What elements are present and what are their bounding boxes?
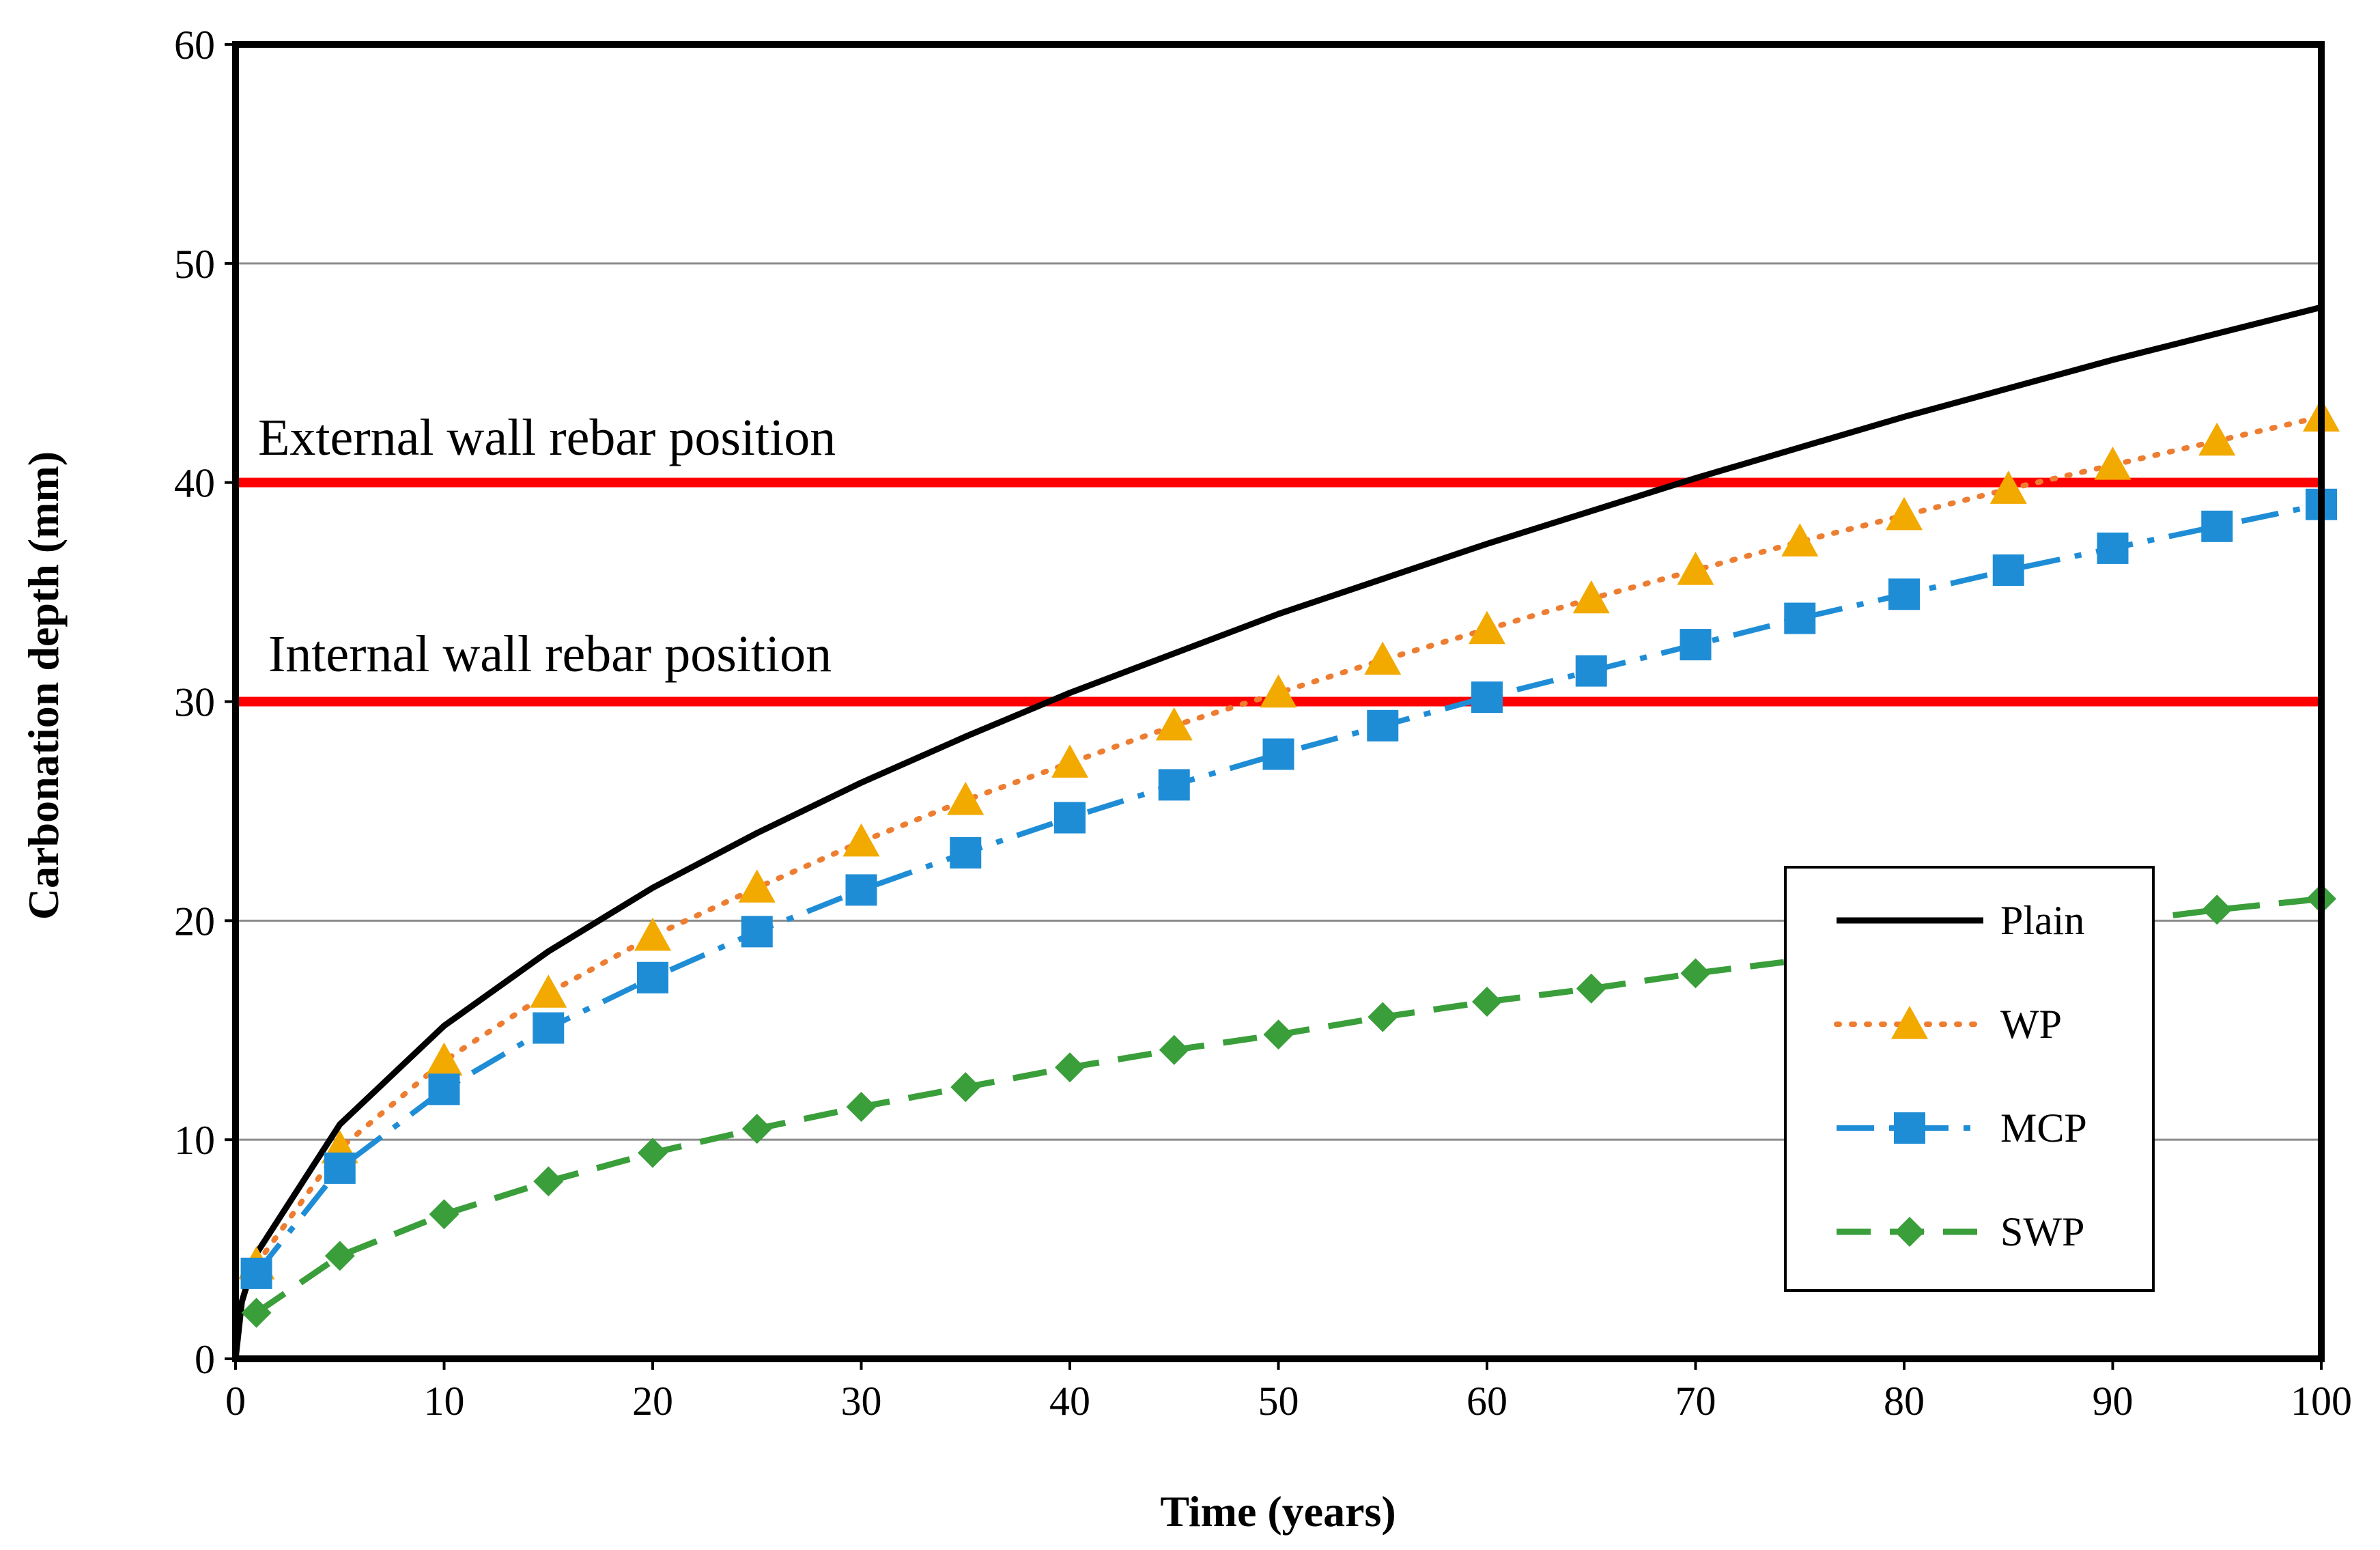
legend-marker-mcp (1894, 1112, 1925, 1144)
marker-wp-35 (947, 781, 984, 815)
marker-wp-70 (1677, 552, 1714, 585)
marker-swp-60 (1472, 987, 1502, 1017)
marker-swp-50 (1263, 1019, 1294, 1050)
marker-mcp-55 (1367, 709, 1399, 742)
x-tick-label-100: 100 (2291, 1379, 2352, 1424)
marker-mcp-50 (1262, 738, 1294, 770)
legend-samples (1834, 917, 1986, 1247)
marker-swp-70 (1680, 958, 1711, 989)
marker-mcp-35 (950, 836, 982, 869)
ref-label-internal: Internal wall rebar position (268, 625, 832, 683)
marker-wp-85 (1989, 470, 2027, 504)
marker-wp-15 (530, 974, 567, 1008)
axis-ticks: 0 10 20 30 40 50 60 70 80 90 100 0 10 20 30 40 50 60 (174, 23, 2352, 1424)
marker-swp-5 (324, 1241, 355, 1271)
marker-wp-55 (1364, 641, 1402, 675)
marker-wp-50 (1260, 674, 1297, 708)
x-tick-label-90: 90 (2093, 1379, 2134, 1424)
ref-label-external: External wall rebar position (258, 409, 836, 466)
x-tick-label-20: 20 (632, 1379, 673, 1424)
x-tick-label-70: 70 (1675, 1379, 1716, 1424)
y-tick-label-40: 40 (174, 461, 215, 506)
marker-wp-25 (738, 869, 776, 903)
marker-wp-30 (842, 823, 880, 857)
marker-swp-20 (638, 1138, 668, 1168)
marker-mcp-40 (1054, 802, 1086, 834)
marker-mcp-60 (1471, 681, 1503, 714)
marker-swp-65 (1576, 973, 1606, 1004)
x-tick-label-30: 30 (841, 1379, 882, 1424)
series-line-plain (232, 304, 2323, 1359)
marker-wp-80 (1886, 496, 1923, 531)
marker-mcp-1 (240, 1257, 272, 1289)
marker-mcp-10 (428, 1073, 460, 1105)
marker-swp-30 (846, 1092, 877, 1123)
x-tick-label-60: 60 (1467, 1379, 1507, 1424)
y-tick-label-0: 0 (195, 1337, 215, 1382)
marker-mcp-90 (2097, 532, 2129, 564)
marker-mcp-75 (1784, 602, 1816, 634)
marker-swp-35 (950, 1072, 981, 1103)
legend-marker-wp (1891, 1006, 1928, 1039)
legend-box (1784, 866, 2155, 1292)
marker-mcp-30 (845, 874, 877, 906)
legend-label-mcp: MCP (2000, 1105, 2087, 1151)
y-tick-label-30: 30 (174, 680, 215, 725)
marker-mcp-25 (741, 916, 773, 948)
marker-swp-1 (241, 1297, 272, 1328)
marker-wp-95 (2198, 422, 2236, 456)
marker-mcp-5 (324, 1152, 356, 1184)
legend-label-wp: WP (2000, 1002, 2062, 1047)
x-axis-title: Time (years) (1160, 1487, 1396, 1536)
marker-wp-75 (1781, 523, 1819, 556)
y-tick-label-60: 60 (174, 23, 215, 68)
marker-wp-10 (425, 1042, 463, 1076)
marker-wp-60 (1469, 610, 1505, 645)
marker-wp-90 (2094, 447, 2131, 480)
marker-mcp-95 (2201, 510, 2233, 542)
marker-swp-40 (1055, 1052, 1085, 1083)
marker-mcp-85 (1992, 554, 2024, 586)
marker-wp-65 (1572, 580, 1610, 614)
marker-mcp-20 (637, 961, 668, 994)
marker-swp-25 (741, 1114, 772, 1144)
x-tick-label-80: 80 (1884, 1379, 1925, 1424)
legend-label-plain: Plain (2000, 898, 2084, 943)
x-tick-label-0: 0 (225, 1379, 246, 1424)
series-line-mcp (254, 501, 2322, 1276)
legend: Plain WP MCP SWP (1784, 866, 2155, 1292)
marker-mcp-70 (1680, 629, 1712, 661)
marker-mcp-80 (1888, 578, 1920, 610)
y-tick-label-20: 20 (174, 899, 215, 944)
marker-wp-45 (1155, 707, 1193, 741)
marker-wp-20 (634, 917, 671, 951)
marker-swp-10 (429, 1199, 459, 1230)
marker-mcp-65 (1575, 655, 1607, 687)
marker-mcp-45 (1158, 769, 1190, 801)
marker-mcp-15 (533, 1012, 565, 1044)
x-tick-label-40: 40 (1049, 1379, 1090, 1424)
y-tick-label-50: 50 (174, 242, 215, 287)
y-tick-label-10: 10 (174, 1118, 215, 1163)
marker-swp-95 (2202, 894, 2233, 925)
legend-marker-swp (1895, 1217, 1925, 1247)
marker-wp-40 (1051, 744, 1088, 778)
y-axis-title: Carbonation depth (mm) (19, 451, 68, 920)
x-tick-label-50: 50 (1258, 1379, 1299, 1424)
legend-label-swp: SWP (2000, 1209, 2084, 1254)
marker-swp-55 (1368, 1002, 1398, 1032)
x-tick-label-10: 10 (424, 1379, 465, 1424)
marker-swp-45 (1159, 1034, 1189, 1065)
marker-swp-15 (533, 1166, 564, 1197)
